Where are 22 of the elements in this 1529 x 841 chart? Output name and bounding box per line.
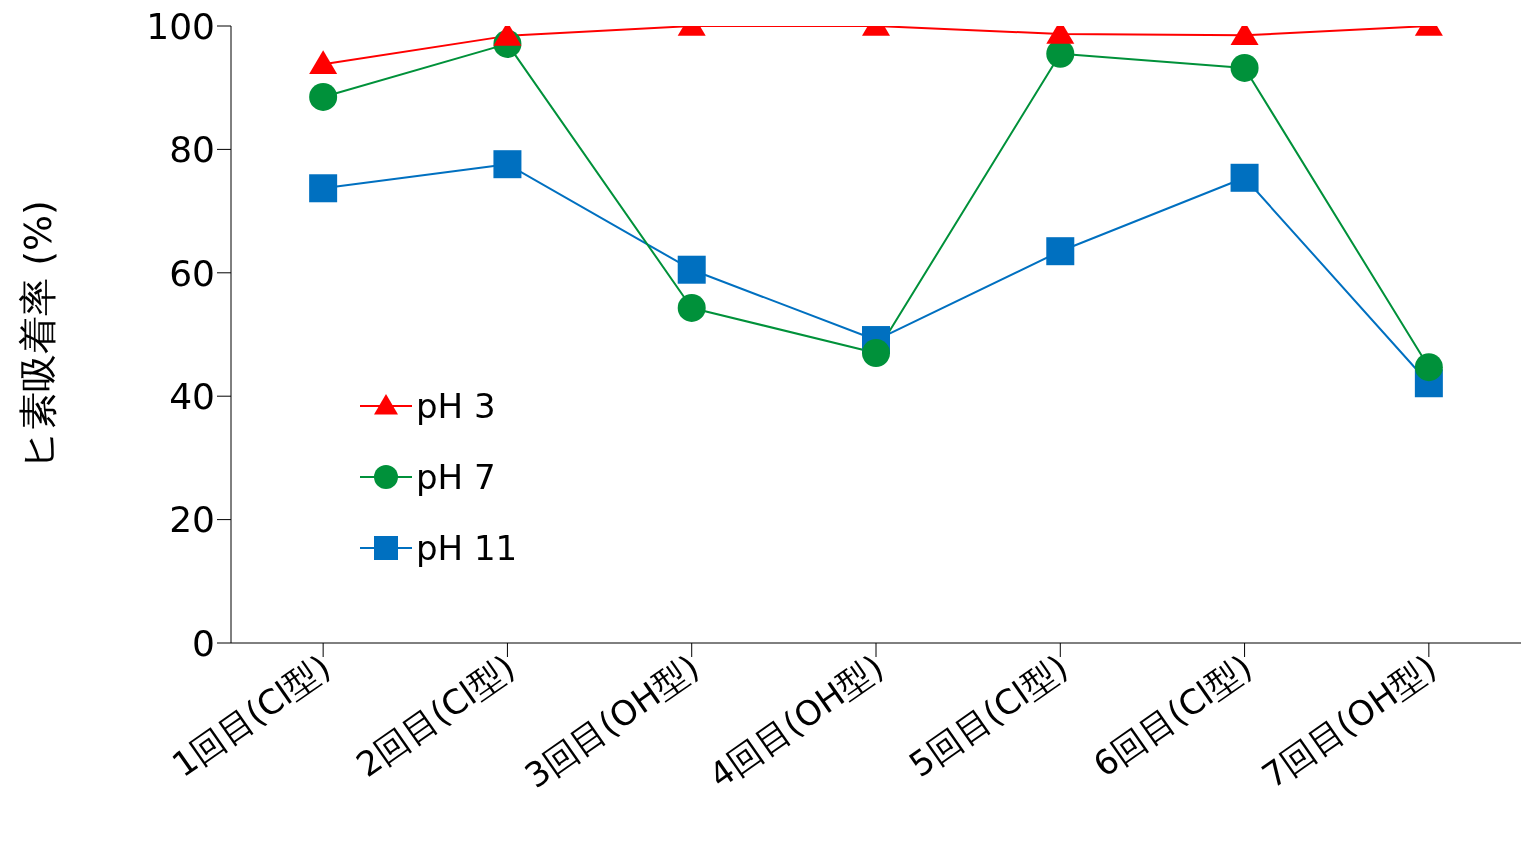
y-tick-label: 40 xyxy=(169,375,215,417)
y-tick-label: 80 xyxy=(169,129,215,171)
point xyxy=(862,339,890,368)
point xyxy=(493,150,522,179)
point xyxy=(309,50,338,75)
point xyxy=(309,174,338,203)
point xyxy=(1046,237,1075,266)
point xyxy=(677,255,706,284)
legend-label: pH 3 xyxy=(416,385,496,426)
point xyxy=(1414,353,1443,382)
y-tick-label: 20 xyxy=(169,499,215,541)
y-tick-label: 60 xyxy=(169,252,215,294)
y-axis-title: ヒ素吸着率 (%) xyxy=(16,200,61,469)
point xyxy=(1230,163,1259,192)
point xyxy=(1230,53,1259,82)
point xyxy=(309,82,338,111)
y-tick-label: 100 xyxy=(146,5,215,47)
x-tick-label: 5回目(Cl型) xyxy=(901,646,1075,785)
y-tick-label: 0 xyxy=(192,622,215,664)
legend-label: pH 11 xyxy=(416,527,518,568)
point xyxy=(677,293,706,322)
legend-label: pH 7 xyxy=(416,456,496,497)
